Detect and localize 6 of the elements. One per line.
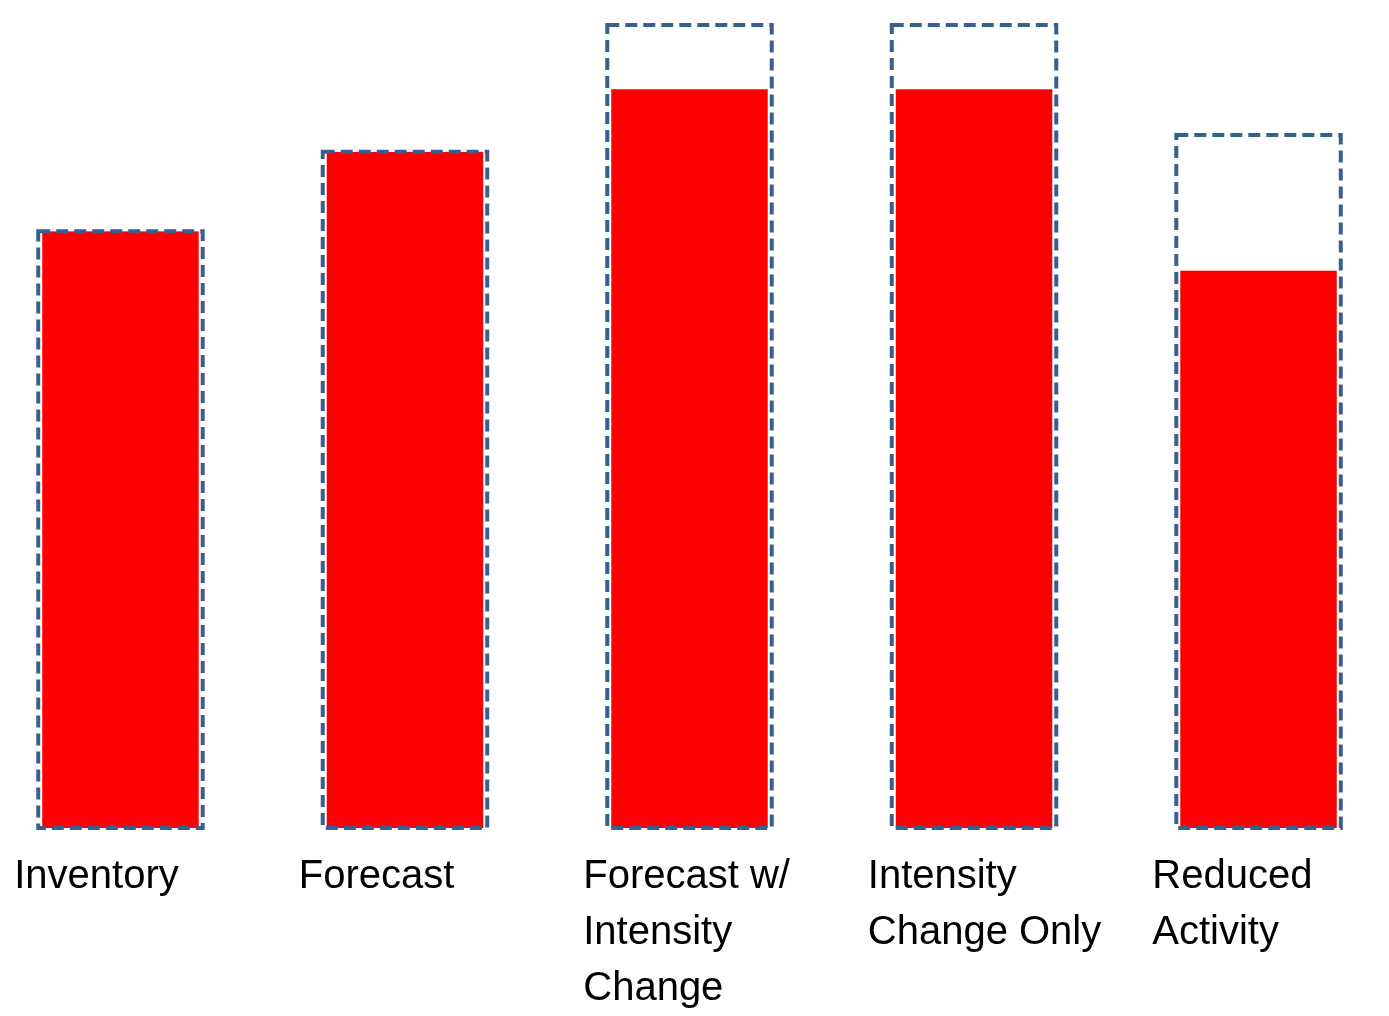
x-tick-label: Intensity Change Only xyxy=(867,852,1102,952)
x-tick-label: Inventory xyxy=(14,852,179,896)
x-tick-label: Forecast w/ Intensity Change xyxy=(583,852,791,1008)
x-tick-label: Reduced Activity xyxy=(1152,852,1313,952)
x-tick-label: Forecast xyxy=(298,852,455,896)
bar xyxy=(1180,270,1337,828)
